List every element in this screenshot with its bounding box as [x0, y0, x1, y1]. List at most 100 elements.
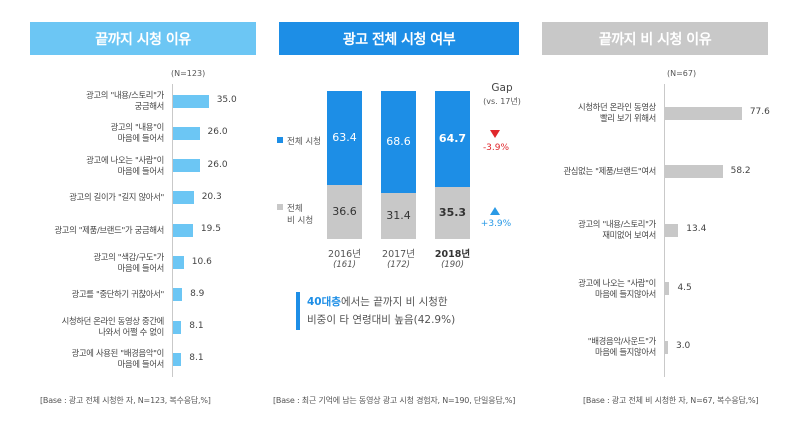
- bar-value-label: 35.0: [216, 95, 237, 105]
- year-sample-size: (190): [441, 260, 464, 270]
- left-sample-size: (N=123): [171, 69, 206, 78]
- bar: [665, 106, 742, 120]
- category-label: 광고의 길이가 "길지 않아서": [14, 192, 164, 203]
- category-label: 광고에 사용된 "배경음악"이 마음에 들어서: [14, 348, 165, 370]
- bar: [665, 282, 670, 295]
- bar-value-label: 19.5: [200, 224, 221, 235]
- gap-partial-view-value: +3.9%: [480, 219, 512, 229]
- year-label: 2017년: [382, 249, 415, 260]
- category-label: 시청하던 온라인 동영상 빨리 보기 위해서: [536, 102, 656, 124]
- category-label-line: 광고에 사용된 "배경음악"이: [71, 348, 165, 359]
- category-label-line: 빨리 보기 위해서: [599, 113, 656, 123]
- year-sample-size: (172): [387, 260, 410, 270]
- category-label: 광고의 "내용/스토리"가 궁금해서: [14, 90, 164, 112]
- bar: [173, 159, 200, 173]
- bar-value-label: 3.0: [675, 341, 691, 351]
- full-view-value-label: 68.6: [386, 134, 411, 148]
- category-label-line: 시청하던 온라인 동영상: [577, 102, 656, 112]
- category-label: 광고의 "내용/스토리"가 재미없어 보여서: [536, 219, 656, 241]
- year-sample-size: (161): [333, 260, 356, 270]
- category-label: 광고의 "내용"이 마음에 들어서: [14, 122, 165, 144]
- right-panel-title: 끝까지 비 시청 이유: [598, 31, 712, 48]
- legend-partial-view: 전체 비 시청: [277, 203, 313, 227]
- right-axis-line: [664, 84, 665, 377]
- category-label-line: 광고에 나오는 "사람"이: [86, 154, 164, 165]
- gap-down-triangle-icon: [490, 130, 500, 138]
- full-view-value-label: 64.7: [438, 131, 467, 145]
- right-base-note: [Base : 광고 전체 비 시청한 자, N=67, 복수응답,%]: [583, 396, 759, 405]
- category-label: 광고에 나오는 "사람"이 마음에 들어서: [14, 155, 164, 177]
- callout-highlight: 40대층: [307, 296, 341, 308]
- category-label-line: 광고의 "제품/브랜드"가 궁금해서: [54, 224, 164, 235]
- partial-view-segment: [327, 184, 362, 239]
- category-label: 광고에 나오는 "사람"이 마음에 들지않아서: [536, 278, 656, 300]
- category-label-line: 광고에 나오는 "사람"이: [578, 277, 656, 288]
- category-label-line: 광고의 "내용"이: [110, 122, 165, 133]
- bar-value-label: 77.6: [749, 107, 770, 117]
- category-label: 광고의 "제품/브랜드"가 궁금해서: [14, 225, 164, 236]
- bar-value-label: 58.2: [730, 165, 751, 176]
- category-label-line: 광고의 길이가 "길지 않아서": [69, 192, 164, 203]
- year-label: 2018년: [434, 249, 471, 260]
- full-view-segment: [435, 91, 470, 187]
- right-panel-header: 끝까지 비 시청 이유: [542, 22, 768, 55]
- bar: [173, 256, 184, 269]
- bar: [665, 165, 723, 178]
- category-label-line: 광고의 "내용/스토리"가: [86, 90, 164, 100]
- category-label-line: 마음에 들어서: [117, 133, 165, 144]
- legend-swatch-blue: [277, 137, 283, 143]
- partial-view-value-label: 35.3: [438, 205, 467, 219]
- bar-value-label: 8.1: [189, 321, 204, 332]
- category-label-line: 마음에 들지않아서: [594, 347, 656, 357]
- gap-title: Gap: [491, 82, 513, 94]
- category-label: "배경음악/사운드"가 마음에 들지않아서: [536, 336, 657, 358]
- category-label-line: 관심없는 "제품/브랜드"여서: [563, 166, 656, 176]
- category-label-line: 재미없어 보여서: [602, 230, 656, 240]
- full-view-segment: [327, 91, 362, 185]
- category-label-line: 궁금해서: [134, 101, 165, 111]
- full-view-segment: [381, 91, 416, 193]
- legend-partial-view-label-2: 비 시청: [287, 216, 314, 226]
- category-label-line: 나와서 어쩔 수 없이: [98, 327, 164, 338]
- category-label: 시청하던 온라인 동영상 중간에 나와서 어쩔 수 없이: [14, 316, 165, 338]
- category-label-line: 마음에 들어서: [117, 165, 165, 176]
- legend-full-view: 전체 시청: [277, 136, 321, 148]
- gap-up-triangle-icon: [490, 207, 500, 215]
- middle-panel-title: 광고 전체 시청 여부: [342, 31, 456, 48]
- bar: [665, 340, 668, 354]
- bar: [173, 94, 209, 108]
- bar-value-label: 26.0: [207, 159, 228, 170]
- bar: [173, 320, 182, 334]
- partial-view-value-label: 31.4: [386, 208, 411, 222]
- middle-base-note: [Base : 최근 기억에 남는 동영상 광고 시청 경험자, N=190, …: [273, 396, 516, 405]
- bar: [173, 288, 183, 302]
- category-label: 광고를 "중단하기 귀찮아서": [14, 289, 165, 300]
- category-label: 광고의 "색감/구도"가 마음에 들어서: [14, 252, 164, 274]
- bar: [173, 352, 182, 366]
- right-sample-size: (N=67): [667, 69, 697, 78]
- left-axis-line: [172, 84, 173, 377]
- middle-panel-header: 광고 전체 시청 여부: [279, 22, 519, 55]
- category-label: 관심없는 "제품/브랜드"여서: [536, 166, 656, 177]
- left-panel-title: 끝까지 시청 이유: [95, 31, 191, 48]
- bar-value-label: 26.0: [207, 127, 228, 138]
- category-label-line: 광고를 "중단하기 귀찮아서": [71, 289, 165, 300]
- bar-value-label: 4.5: [677, 282, 692, 293]
- category-label-line: 마음에 들어서: [117, 262, 165, 273]
- year-label: 2016년: [328, 249, 361, 260]
- partial-view-segment: [435, 186, 470, 239]
- category-label-line: 광고의 "색감/구도"가: [93, 251, 164, 262]
- category-label-line: 마음에 들어서: [117, 359, 165, 370]
- bar: [173, 126, 200, 140]
- callout-line-2: 비중이 타 연령대비 높음(42.9%): [307, 314, 456, 326]
- callout-accent-bar: [296, 292, 300, 330]
- bar: [173, 191, 194, 205]
- gap-full-view-value: -3.9%: [482, 143, 510, 153]
- bar: [173, 223, 193, 237]
- left-panel-header: 끝까지 시청 이유: [30, 22, 256, 55]
- bar: [665, 223, 679, 237]
- partial-view-segment: [381, 192, 416, 239]
- full-view-value-label: 63.4: [332, 130, 357, 144]
- bar-value-label: 20.3: [201, 191, 222, 202]
- partial-view-value-label: 36.6: [332, 204, 357, 218]
